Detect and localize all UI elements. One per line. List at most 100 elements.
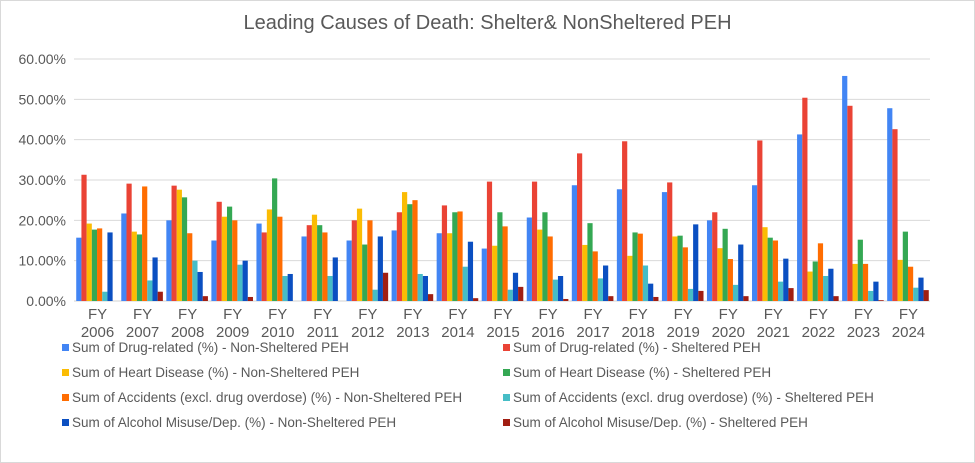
legend-swatch — [503, 344, 510, 351]
x-tick-label: 2006 — [81, 324, 114, 340]
bar — [86, 223, 92, 301]
bar — [401, 192, 408, 301]
bar — [372, 289, 378, 301]
bar — [277, 216, 283, 301]
bar — [211, 240, 217, 301]
bar — [157, 291, 163, 301]
bar — [301, 236, 307, 301]
bar — [797, 134, 803, 301]
bar — [107, 232, 113, 301]
legend-swatch — [62, 369, 69, 376]
bar — [261, 232, 267, 301]
bar — [531, 181, 538, 301]
bar — [441, 205, 448, 301]
bar — [322, 232, 328, 301]
bar — [327, 275, 333, 301]
bar — [828, 268, 834, 301]
bar — [637, 233, 643, 301]
legend-item: Sum of Heart Disease (%) - Sheltered PEH — [503, 365, 771, 380]
bar — [97, 228, 103, 301]
bar — [722, 228, 728, 301]
x-tick-label: 2020 — [712, 324, 745, 340]
bar — [317, 225, 323, 301]
bar — [396, 212, 402, 301]
bar — [181, 197, 188, 301]
bar — [597, 278, 604, 301]
bar — [367, 220, 373, 301]
x-tick-label: FY — [764, 306, 783, 323]
bar — [447, 233, 453, 301]
bar — [226, 206, 233, 301]
bar — [563, 298, 569, 301]
bar — [518, 286, 524, 301]
bar — [126, 183, 132, 301]
x-tick-label: FY — [538, 306, 557, 323]
bar — [332, 257, 338, 301]
bar — [81, 174, 87, 301]
bar — [847, 105, 853, 301]
y-axis-ticks: 0.00% 10.00% 20.00% 30.00% 40.00% 50.00% 60.00… — [19, 51, 66, 309]
legend-item: Sum of Accidents (excl. drug overdose) (… — [503, 390, 874, 405]
bar — [176, 189, 182, 301]
bar — [467, 241, 474, 301]
legend-label: Sum of Accidents (excl. drug overdose) (… — [513, 390, 874, 405]
bar — [712, 212, 718, 301]
bar — [452, 212, 458, 301]
bar — [902, 231, 908, 301]
bar — [486, 181, 493, 301]
x-tick-label: 2022 — [802, 324, 835, 340]
bar — [693, 224, 699, 301]
y-tick-label: 10.00% — [19, 253, 66, 269]
bar — [436, 233, 442, 301]
bar — [667, 182, 673, 301]
bar — [287, 273, 293, 301]
bar — [147, 280, 153, 301]
bar — [512, 272, 519, 301]
x-tick-label: FY — [313, 306, 332, 323]
x-tick-label: FY — [809, 306, 828, 323]
bar — [142, 186, 148, 301]
bar — [457, 211, 463, 301]
x-tick-label: FY — [899, 306, 918, 323]
bar — [256, 223, 262, 301]
bar — [632, 232, 638, 301]
x-tick-label: 2016 — [531, 324, 564, 340]
bar — [382, 272, 389, 301]
bar — [608, 296, 614, 301]
legend-label: Sum of Alcohol Misuse/Dep. (%) - Non-She… — [72, 415, 397, 430]
bar — [687, 288, 694, 301]
legend-swatch — [62, 344, 69, 351]
x-tick-label: FY — [629, 306, 648, 323]
x-tick-label: 2011 — [307, 324, 339, 340]
bar — [542, 212, 548, 301]
bar — [202, 296, 208, 301]
bar — [923, 290, 929, 301]
x-tick-label: 2019 — [667, 324, 700, 340]
chart-title: Leading Causes of Death: Shelter& NonShe… — [243, 12, 732, 34]
bar — [351, 220, 357, 301]
bar — [592, 251, 598, 301]
bar — [552, 279, 558, 301]
bar — [648, 283, 654, 301]
bar — [76, 237, 82, 301]
bar — [887, 108, 893, 301]
bar — [272, 178, 278, 301]
x-tick-label: FY — [178, 306, 197, 323]
bar — [802, 97, 808, 301]
bar — [427, 294, 434, 301]
bar — [918, 277, 924, 301]
x-tick-label: 2024 — [892, 324, 925, 340]
bar — [422, 275, 428, 301]
legend-swatch — [503, 419, 510, 426]
bar — [653, 296, 659, 301]
bar — [727, 259, 733, 301]
x-tick-label: 2021 — [757, 324, 790, 340]
x-tick-label: FY — [223, 306, 242, 323]
bar — [752, 185, 758, 301]
bar — [346, 240, 352, 301]
bar — [171, 185, 177, 301]
bar — [738, 244, 744, 301]
bar — [391, 230, 397, 301]
bar — [582, 244, 588, 301]
bar — [91, 229, 98, 301]
